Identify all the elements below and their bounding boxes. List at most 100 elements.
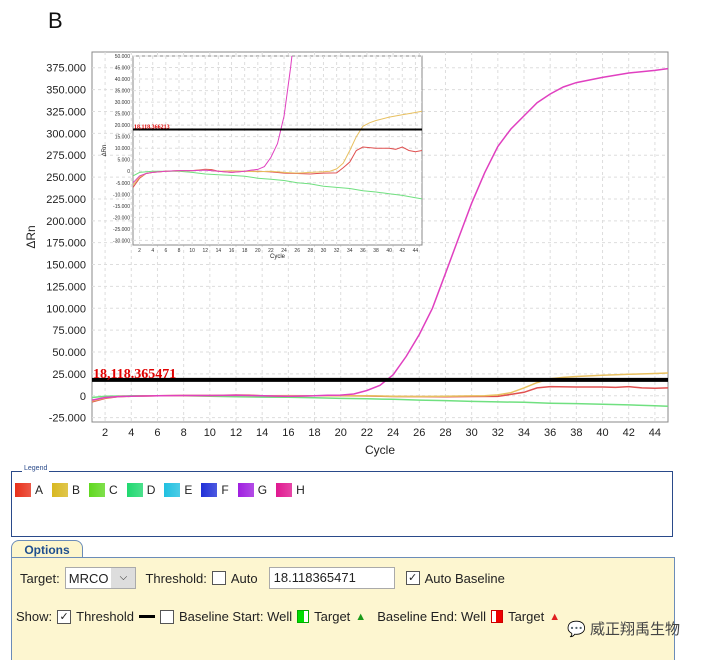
legend: Legend A B C D E F G H xyxy=(11,465,673,537)
legend-label: B xyxy=(72,483,81,497)
y-tick-label: 0 xyxy=(127,169,130,175)
legend-label: F xyxy=(221,483,229,497)
y-tick-label: 125.000 xyxy=(46,281,86,293)
threshold-label: 18,118.366213 xyxy=(134,124,170,130)
y-tick-label: 40.000 xyxy=(115,77,131,83)
wechat-icon: 💬 xyxy=(567,620,586,638)
target-label: Target: xyxy=(20,570,60,586)
legend-swatch xyxy=(164,483,181,497)
y-tick-label: 20.000 xyxy=(115,123,131,129)
legend-label: D xyxy=(146,483,156,497)
x-tick-label: 8 xyxy=(181,427,187,439)
well-start-icon xyxy=(297,610,310,623)
y-tick-label: -15.000 xyxy=(113,204,130,210)
options-panel: Target: MRCO ⌵ Threshold: Auto 18.1183654… xyxy=(11,557,675,660)
legend-label: A xyxy=(35,483,44,497)
x-tick-label: 16 xyxy=(282,427,294,439)
y-axis-label: ΔRn xyxy=(102,145,108,157)
x-tick-label: 22 xyxy=(361,427,373,439)
auto-baseline-checkbox[interactable]: ✓ xyxy=(405,571,420,585)
x-tick-label: 44 xyxy=(413,248,419,254)
y-tick-label: 225.000 xyxy=(46,194,86,206)
auto-label: Auto xyxy=(230,570,258,586)
x-axis-label: Cycle xyxy=(270,254,286,260)
inset-plot-area xyxy=(132,55,423,246)
tab-options[interactable]: Options xyxy=(11,540,83,559)
x-tick-label: 16 xyxy=(229,248,235,254)
x-tick-label: 18 xyxy=(308,427,320,439)
y-axis-label: ΔRn xyxy=(24,225,38,248)
x-tick-label: 42 xyxy=(400,248,406,254)
y-tick-label: 0 xyxy=(80,391,86,403)
x-tick-label: 12 xyxy=(230,427,242,439)
show-label: Show: xyxy=(16,609,53,624)
y-tick-label: 250.000 xyxy=(46,172,86,184)
legend-label: E xyxy=(184,483,193,497)
x-tick-label: 40 xyxy=(386,248,392,254)
baseline-start-checkbox[interactable] xyxy=(159,609,174,624)
y-tick-label: 75.000 xyxy=(52,325,86,337)
legend-item-h: H xyxy=(276,483,305,497)
x-tick-label: 28 xyxy=(439,427,451,439)
x-tick-label: 28 xyxy=(308,248,314,254)
legend-item-e: E xyxy=(164,483,192,497)
x-tick-label: 26 xyxy=(413,427,425,439)
y-tick-label: 15.000 xyxy=(115,135,131,141)
y-tick-label: 30.000 xyxy=(115,100,131,106)
threshold-label: 18,118.365471 xyxy=(93,367,176,382)
x-tick-label: 10 xyxy=(204,427,216,439)
y-tick-label: 350.000 xyxy=(46,85,86,97)
threshold-input[interactable]: 18.118365471 xyxy=(268,567,395,589)
watermark: 💬 威正翔禹生物 xyxy=(567,618,680,639)
x-tick-label: 40 xyxy=(596,427,608,439)
y-tick-label: 150.000 xyxy=(46,260,86,272)
y-tick-label: 100.000 xyxy=(46,303,86,315)
y-tick-label: -25.000 xyxy=(113,227,130,233)
y-tick-label: 25.000 xyxy=(115,112,131,118)
x-tick-label: 22 xyxy=(268,248,274,254)
legend-title: Legend xyxy=(22,465,50,472)
y-tick-label: 25.000 xyxy=(52,369,86,381)
y-tick-label: 10.000 xyxy=(115,146,131,152)
legend-item-g: G xyxy=(237,483,268,497)
x-tick-label: 6 xyxy=(164,248,167,254)
auto-baseline-label: Auto Baseline xyxy=(424,570,505,586)
y-tick-label: 50.000 xyxy=(52,347,86,359)
x-tick-label: 32 xyxy=(334,248,340,254)
x-tick-label: 2 xyxy=(102,427,108,439)
y-tick-label: 45.000 xyxy=(115,66,131,72)
auto-threshold-checkbox[interactable] xyxy=(211,571,226,585)
x-tick-label: 30 xyxy=(466,427,478,439)
x-tick-label: 14 xyxy=(256,427,268,439)
threshold-line-icon xyxy=(138,615,155,618)
series-line-h xyxy=(133,56,293,184)
legend-swatch xyxy=(52,483,69,497)
well-end-icon xyxy=(491,610,504,623)
y-tick-label: -30.000 xyxy=(113,238,130,244)
x-tick-label: 36 xyxy=(544,427,556,439)
red-triangle-icon: ▲ xyxy=(549,610,561,623)
x-axis-label: Cycle xyxy=(365,443,395,457)
x-tick-label: 4 xyxy=(128,427,134,439)
threshold-label: Threshold: xyxy=(145,570,207,586)
x-tick-label: 14 xyxy=(216,248,222,254)
legend-label: G xyxy=(257,483,268,497)
target-select[interactable]: MRCO ⌵ xyxy=(64,567,137,589)
x-tick-label: 34 xyxy=(518,427,530,439)
legend-item-d: D xyxy=(126,483,156,497)
y-tick-label: 35.000 xyxy=(115,89,131,95)
legend-swatch xyxy=(89,483,106,497)
show-threshold-label: Threshold xyxy=(76,609,134,624)
baseline-end-label: Baseline End: Well xyxy=(377,609,487,624)
y-tick-label: 175.000 xyxy=(46,238,86,250)
legend-swatch xyxy=(126,483,143,497)
y-tick-label: 375.000 xyxy=(46,63,86,75)
watermark-text: 威正翔禹生物 xyxy=(589,621,680,638)
x-tick-label: 38 xyxy=(570,427,582,439)
x-tick-label: 30 xyxy=(321,248,327,254)
x-tick-label: 26 xyxy=(294,248,300,254)
panel-label: B xyxy=(48,8,63,33)
show-threshold-checkbox[interactable]: ✓ xyxy=(57,609,72,624)
legend-label: C xyxy=(109,483,118,497)
y-tick-label: 5.000 xyxy=(117,158,130,164)
